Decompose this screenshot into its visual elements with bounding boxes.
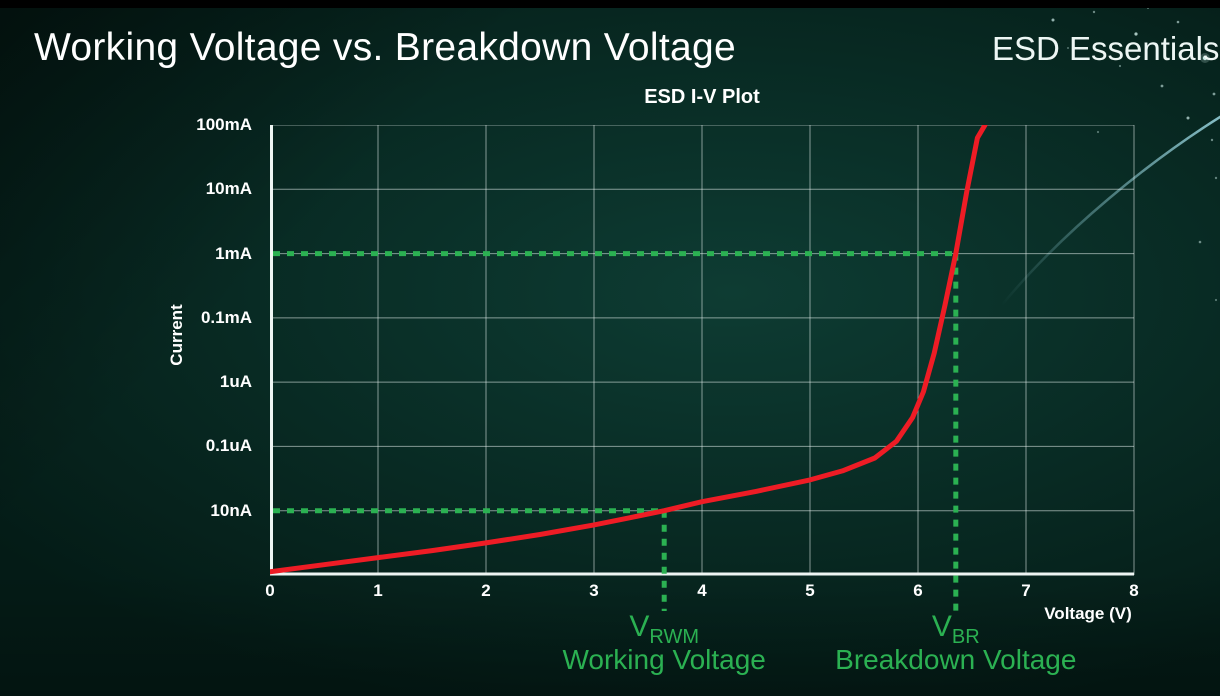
x-axis-label: Voltage (V) xyxy=(1044,604,1132,623)
x-tick-label: 2 xyxy=(481,581,491,600)
brand-logo-text: ESD Essentials xyxy=(992,30,1220,67)
page-title: Working Voltage vs. Breakdown Voltage xyxy=(34,26,736,69)
vrwm-name: Working Voltage xyxy=(562,644,766,675)
x-tick-label: 6 xyxy=(913,581,923,600)
y-tick-label: 0.1uA xyxy=(205,436,252,456)
vrwm-label: VRWM xyxy=(629,610,699,647)
chart-title: ESD I-V Plot xyxy=(644,86,760,108)
y-tick-label: 0.1mA xyxy=(200,307,252,327)
y-tick-label: 100mA xyxy=(196,115,252,134)
y-tick-label: 10mA xyxy=(205,179,252,199)
x-tick-label: 1 xyxy=(373,581,383,600)
y-tick-label: 1uA xyxy=(219,372,252,392)
iv-curve xyxy=(270,125,988,575)
x-tick-label: 5 xyxy=(805,581,815,600)
x-tick-label: 0 xyxy=(265,581,275,600)
iv-plot xyxy=(270,125,1135,611)
vbr-label: VBR xyxy=(932,610,980,647)
vbr-symbol: V xyxy=(931,610,952,643)
vbr-name: Breakdown Voltage xyxy=(835,644,1077,675)
x-tick-label: 4 xyxy=(697,581,707,600)
y-tick-label: 1mA xyxy=(215,243,252,263)
vrwm-symbol: V xyxy=(629,610,650,643)
vbr-subscript: BR xyxy=(951,626,980,648)
x-tick-label: 7 xyxy=(1021,581,1031,600)
letterbox-bar xyxy=(0,0,1220,8)
x-tick-label: 3 xyxy=(589,581,599,600)
vrwm-subscript: RWM xyxy=(649,626,700,648)
x-tick-label: 8 xyxy=(1129,581,1139,600)
y-tick-label: 10nA xyxy=(210,500,252,520)
